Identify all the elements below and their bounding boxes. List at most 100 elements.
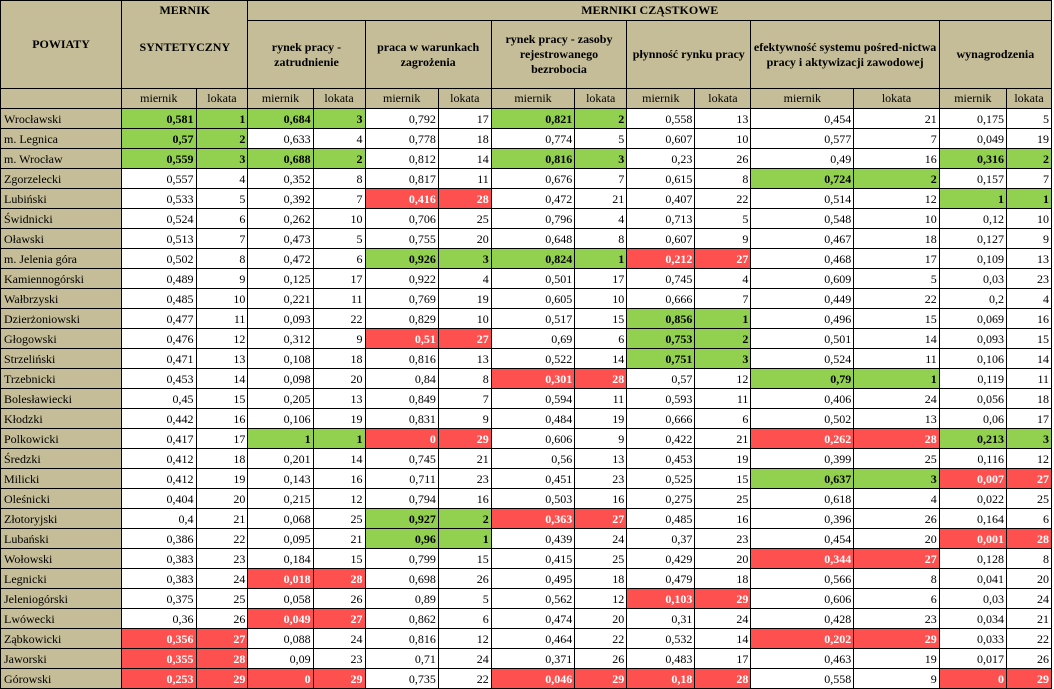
lokata-cell: 7 xyxy=(853,128,940,149)
powiat-name: Oławski xyxy=(0,228,123,249)
powiat-name: Ząbkowicki xyxy=(0,628,123,649)
powiat-name: Strzeliński xyxy=(0,348,123,369)
lokata-cell: 27 xyxy=(574,508,628,529)
lokata-cell: 26 xyxy=(694,148,752,169)
lokata-cell: 3 xyxy=(437,248,492,269)
miernik-cell: 0,253 xyxy=(121,668,197,689)
miernik-cell: 0,416 xyxy=(364,188,439,209)
miernik-cell: 0,164 xyxy=(938,508,1007,529)
lokata-cell: 18 xyxy=(574,568,628,589)
lokata-cell: 29 xyxy=(195,668,249,689)
lokata-cell: 11 xyxy=(574,388,628,409)
lokata-cell: 13 xyxy=(437,348,492,369)
miernik-cell: 0,201 xyxy=(247,448,314,469)
lokata-cell: 16 xyxy=(195,408,249,429)
lokata-cell: 29 xyxy=(574,668,628,689)
miernik-cell: 0,049 xyxy=(938,128,1007,149)
miernik-cell: 0,666 xyxy=(626,288,696,309)
miernik-cell: 0,116 xyxy=(938,448,1007,469)
table-row: Kamiennogórski 0,489 9 0,125 17 0,922 4 0,501 17… xyxy=(0,268,1053,289)
miernik-cell: 0,713 xyxy=(626,208,696,229)
miernik-cell: 0,428 xyxy=(750,608,855,629)
miernik-cell: 0,471 xyxy=(121,348,197,369)
header-group-plynnosc: płynność rynku pracy xyxy=(626,20,752,89)
lokata-cell: 6 xyxy=(437,608,492,629)
lokata-cell: 14 xyxy=(574,348,628,369)
miernik-cell: 0,396 xyxy=(750,508,855,529)
miernik-cell: 0,502 xyxy=(750,408,855,429)
powiat-name: Wałbrzyski xyxy=(0,288,123,309)
lokata-cell: 26 xyxy=(574,648,628,669)
lokata-cell: 20 xyxy=(694,548,752,569)
lokata-cell: 19 xyxy=(195,468,249,489)
lokata-cell: 19 xyxy=(694,448,752,469)
miernik-cell: 0,429 xyxy=(626,548,696,569)
lokata-cell: 1 xyxy=(195,108,249,129)
lokata-cell: 1 xyxy=(694,308,752,329)
powiat-name: Wrocławski xyxy=(0,108,123,129)
miernik-cell: 0,816 xyxy=(364,628,439,649)
lokata-cell: 14 xyxy=(694,628,752,649)
subheader-miernik: miernik xyxy=(750,88,855,109)
lokata-cell: 5 xyxy=(1005,108,1053,129)
miernik-cell: 0,522 xyxy=(490,348,576,369)
lokata-cell: 26 xyxy=(312,588,366,609)
miernik-cell: 0,706 xyxy=(364,208,439,229)
powiat-name: Świdnicki xyxy=(0,208,123,229)
lokata-cell: 13 xyxy=(195,348,249,369)
lokata-cell: 1 xyxy=(1005,188,1053,209)
miernik-cell: 0,068 xyxy=(247,508,314,529)
lokata-cell: 27 xyxy=(195,628,249,649)
subheader-row: miernik lokata miernik lokata miernik lokata m… xyxy=(0,88,1053,109)
lokata-cell: 8 xyxy=(437,368,492,389)
lokata-cell: 9 xyxy=(437,408,492,429)
powiat-name: Lubiński xyxy=(0,188,123,209)
powiat-name: Kłodzki xyxy=(0,408,123,429)
subheader-lokata: lokata xyxy=(853,88,940,109)
miernik-cell: 0,615 xyxy=(626,168,696,189)
lokata-cell: 12 xyxy=(694,368,752,389)
miernik-cell: 0,184 xyxy=(247,548,314,569)
miernik-cell: 0,799 xyxy=(364,548,439,569)
miernik-cell: 0,312 xyxy=(247,328,314,349)
lokata-cell: 5 xyxy=(437,588,492,609)
miernik-cell: 0,069 xyxy=(938,308,1007,329)
lokata-cell: 3 xyxy=(195,148,249,169)
miernik-cell: 0,816 xyxy=(490,148,576,169)
miernik-cell: 0,607 xyxy=(626,128,696,149)
miernik-cell: 0,474 xyxy=(490,608,576,629)
miernik-cell: 0,09 xyxy=(247,648,314,669)
miernik-cell: 0,125 xyxy=(247,268,314,289)
table-row: m. Jelenia góra 0,502 8 0,472 6 0,926 3 0,824 1 0… xyxy=(0,248,1053,269)
miernik-cell: 0,724 xyxy=(750,168,855,189)
lokata-cell: 15 xyxy=(312,548,366,569)
lokata-cell: 2 xyxy=(694,328,752,349)
lokata-cell: 6 xyxy=(574,328,628,349)
subheader-lokata: lokata xyxy=(312,88,366,109)
miernik-cell: 0,119 xyxy=(938,368,1007,389)
miernik-cell: 0,633 xyxy=(247,128,314,149)
subheader-lokata: lokata xyxy=(437,88,492,109)
lokata-cell: 5 xyxy=(853,268,940,289)
miernik-cell: 0,06 xyxy=(938,408,1007,429)
powiat-name: Złotoryjski xyxy=(0,508,123,529)
miernik-cell: 0,18 xyxy=(626,668,696,689)
table-row: Lubiński 0,533 5 0,392 7 0,416 28 0,472 21 0,407 2… xyxy=(0,188,1053,209)
header-powiaty: POWIATY xyxy=(0,0,123,89)
lokata-cell: 27 xyxy=(312,608,366,629)
table-row: Świdnicki 0,524 6 0,262 10 0,706 25 0,796 4 0,713… xyxy=(0,208,1053,229)
lokata-cell: 2 xyxy=(437,508,492,529)
miernik-cell: 0,103 xyxy=(626,588,696,609)
lokata-cell: 19 xyxy=(437,288,492,309)
miernik-cell: 0,778 xyxy=(364,128,439,149)
miernik-cell: 0,106 xyxy=(247,408,314,429)
miernik-cell: 0,143 xyxy=(247,468,314,489)
lokata-cell: 6 xyxy=(1005,508,1053,529)
lokata-cell: 1 xyxy=(437,528,492,549)
miernik-cell: 0,922 xyxy=(364,268,439,289)
lokata-cell: 25 xyxy=(853,448,940,469)
miernik-cell: 0,927 xyxy=(364,508,439,529)
lokata-cell: 21 xyxy=(574,188,628,209)
miernik-cell: 0,51 xyxy=(364,328,439,349)
